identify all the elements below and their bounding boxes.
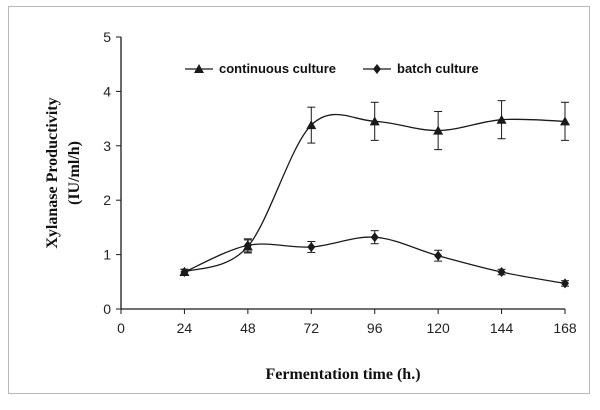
legend-marker [373, 64, 381, 74]
data-point [433, 125, 444, 135]
x-axis-title: Fermentation time (h.) [265, 366, 420, 383]
legend-marker [194, 64, 204, 73]
x-tick-label: 168 [553, 320, 577, 336]
data-point [561, 278, 569, 289]
x-tick-label: 72 [303, 320, 319, 336]
data-point [496, 114, 507, 124]
data-point [243, 240, 252, 251]
data-point [497, 267, 506, 278]
y-axis-title-line2: (IU/ml/h) [66, 141, 83, 205]
chart-frame: 0 24 48 72 96 120 144 168 0 1 2 3 4 5 continuous cult… [8, 6, 590, 394]
data-point [306, 120, 317, 130]
legend-label: continuous culture [219, 61, 336, 76]
data-point [369, 116, 380, 126]
legend-item: batch culture [363, 61, 479, 76]
x-tick-label: 144 [490, 320, 514, 336]
x-tick-label: 96 [367, 320, 383, 336]
y-tick-label: 3 [103, 138, 111, 154]
x-tick-label: 120 [426, 320, 450, 336]
y-tick-label: 4 [103, 83, 111, 99]
data-point [434, 250, 443, 261]
legend: continuous culture batch culture [185, 61, 479, 76]
line-chart: 0 24 48 72 96 120 144 168 0 1 2 3 4 5 continuous cult… [44, 29, 577, 383]
data-point [180, 267, 189, 278]
data-point [560, 116, 570, 126]
y-tick-label: 0 [103, 301, 111, 317]
series-continuous [179, 100, 570, 277]
data-point [370, 232, 379, 243]
x-tick-label: 0 [117, 320, 125, 336]
data-point [307, 241, 316, 252]
y-tick-label: 1 [103, 247, 111, 263]
legend-item: continuous culture [185, 61, 336, 76]
tick-labels: 0 24 48 72 96 120 144 168 0 1 2 3 4 5 [103, 29, 577, 336]
axes [116, 36, 566, 314]
y-tick-label: 2 [103, 192, 111, 208]
x-tick-label: 24 [177, 320, 193, 336]
series-batch [180, 230, 569, 289]
series-layer [179, 100, 570, 289]
x-tick-label: 48 [240, 320, 256, 336]
legend-label: batch culture [397, 61, 479, 76]
y-axis-title-line1: Xylanase Productivity [44, 97, 61, 248]
y-tick-label: 5 [103, 29, 111, 45]
